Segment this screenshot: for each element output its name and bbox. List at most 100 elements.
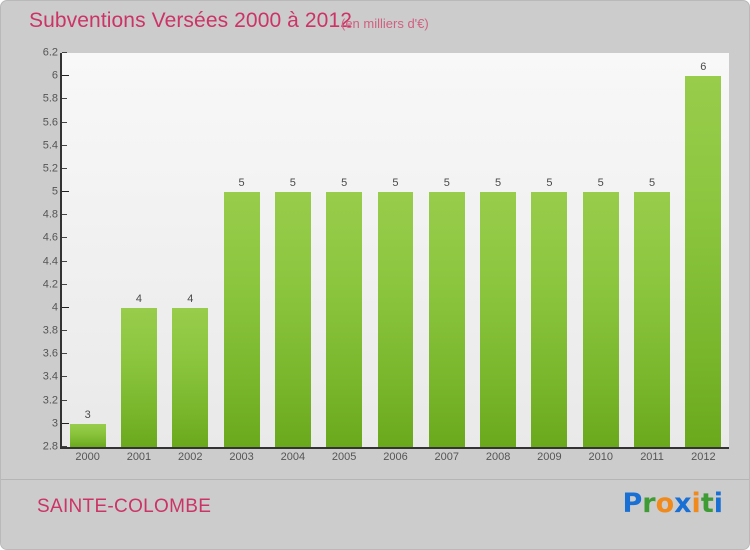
x-axis-tick-label: 2008 bbox=[485, 451, 511, 463]
bar-column: 5 2007 bbox=[421, 53, 472, 463]
bar-value-label: 6 bbox=[700, 61, 707, 74]
logo-letter: t bbox=[700, 488, 714, 519]
bar-column: 5 2011 bbox=[626, 53, 677, 463]
y-axis-tick-label: 4.2 bbox=[42, 278, 58, 291]
y-axis-tick-label: 3.2 bbox=[42, 394, 58, 407]
y-axis-tick-label: 4 bbox=[51, 301, 58, 314]
y-axis-tick-label: 3 bbox=[51, 417, 58, 430]
plot-area: 2.8 3 3.2 3.4 3.6 3.8 4 4.2 4.4 4.6 4.8 5 5.2 5.4 5.6 5… bbox=[43, 47, 729, 463]
bar-column: 5 2005 bbox=[319, 53, 370, 463]
bar-column: 5 2008 bbox=[472, 53, 523, 463]
y-axis-tick-label: 5 bbox=[51, 185, 58, 198]
y-axis-tick-label: 6 bbox=[51, 69, 58, 82]
y-axis-tick-label: 5.8 bbox=[42, 92, 58, 105]
bar[interactable]: 5 bbox=[377, 178, 414, 447]
y-axis-tick-label: 5.6 bbox=[42, 116, 58, 129]
bar[interactable]: 5 bbox=[428, 178, 465, 447]
y-axis-tick bbox=[62, 237, 67, 239]
y-axis-tick-label: 5.4 bbox=[42, 139, 58, 152]
x-axis-tick-label: 2012 bbox=[691, 451, 716, 463]
y-axis-tick bbox=[62, 399, 67, 401]
bar[interactable]: 3 bbox=[69, 409, 106, 447]
bar-value-label: 5 bbox=[597, 177, 604, 190]
logo-letter: i bbox=[691, 488, 701, 519]
bar-value-label: 5 bbox=[289, 177, 296, 190]
y-axis-tick-label: 6.2 bbox=[42, 46, 58, 59]
bar[interactable]: 5 bbox=[634, 178, 670, 447]
x-axis-tick-label: 2007 bbox=[434, 451, 460, 463]
bar-value-label: 5 bbox=[341, 177, 348, 190]
y-axis-tick-label: 3.4 bbox=[42, 370, 58, 383]
y-axis-tick bbox=[62, 306, 69, 308]
page-title: Subventions Versées 2000 à 2012 bbox=[29, 9, 353, 32]
bar[interactable]: 6 bbox=[685, 62, 722, 447]
commune-name: SAINTE-COLOMBE bbox=[37, 496, 212, 517]
x-axis-tick-label: 2004 bbox=[280, 451, 306, 463]
bar[interactable]: 5 bbox=[274, 178, 311, 447]
bar-column: 4 2001 bbox=[113, 53, 164, 463]
bar-value-label: 5 bbox=[443, 177, 450, 190]
y-axis-tick bbox=[62, 98, 67, 100]
bar[interactable]: 5 bbox=[223, 178, 260, 447]
bar[interactable]: 4 bbox=[120, 293, 157, 447]
bar-value-label: 5 bbox=[392, 177, 399, 190]
y-axis-tick-label: 3.6 bbox=[42, 347, 58, 360]
logo-letter: o bbox=[655, 488, 675, 519]
y-axis-tick bbox=[62, 376, 67, 378]
bar-column: 5 2009 bbox=[524, 53, 575, 463]
bar-chart: 2.8 3 3.2 3.4 3.6 3.8 4 4.2 4.4 4.6 4.8 5 5.2 5.4 5.6 5… bbox=[23, 47, 729, 471]
bar[interactable]: 5 bbox=[480, 178, 517, 447]
chart-header: Subventions Versées 2000 à 2012 (en mill… bbox=[1, 1, 749, 47]
y-axis-tick-label: 4.4 bbox=[42, 255, 58, 268]
chart-footer: SAINTE-COLOMBE Proxiti bbox=[1, 480, 749, 549]
y-axis-tick bbox=[62, 214, 67, 216]
bar-value-label: 3 bbox=[84, 408, 91, 421]
proxiti-logo[interactable]: Proxiti bbox=[622, 490, 723, 517]
x-axis-tick-label: 2001 bbox=[126, 451, 152, 463]
bar[interactable]: 4 bbox=[172, 293, 209, 447]
y-axis-tick bbox=[62, 167, 67, 169]
logo-letter: i bbox=[713, 488, 723, 519]
x-axis-tick-label: 2009 bbox=[537, 451, 562, 463]
bar-value-label: 5 bbox=[648, 177, 656, 190]
x-axis-tick-label: 2005 bbox=[331, 451, 357, 463]
y-axis-tick bbox=[62, 353, 67, 355]
x-axis-tick-label: 2006 bbox=[383, 451, 408, 463]
footer-divider bbox=[1, 479, 749, 480]
y-axis-tick bbox=[62, 191, 69, 193]
x-axis-tick-label: 2000 bbox=[75, 451, 100, 463]
bar-column: 5 2003 bbox=[216, 53, 267, 463]
bar-value-label: 5 bbox=[238, 177, 245, 190]
y-axis-tick-label: 4.6 bbox=[42, 231, 58, 244]
bar[interactable]: 5 bbox=[326, 178, 363, 447]
bar[interactable]: 5 bbox=[582, 178, 619, 447]
bar[interactable]: 5 bbox=[531, 178, 568, 447]
logo-letter: P bbox=[622, 488, 643, 519]
y-axis-tick bbox=[62, 75, 69, 77]
y-axis-tick bbox=[62, 144, 67, 146]
x-axis-tick-label: 2010 bbox=[588, 451, 613, 463]
y-axis-tick bbox=[62, 446, 67, 447]
y-axis-tick bbox=[62, 121, 67, 123]
bar-column: 6 2012 bbox=[678, 53, 729, 463]
bar-column: 5 2004 bbox=[267, 53, 318, 463]
bar-value-label: 4 bbox=[135, 292, 142, 305]
y-axis-tick bbox=[62, 260, 67, 262]
bar-value-label: 5 bbox=[495, 177, 502, 190]
x-axis-tick-label: 2002 bbox=[178, 451, 203, 463]
bar-column: 5 2010 bbox=[575, 53, 626, 463]
y-axis-tick bbox=[62, 283, 67, 285]
bar-column: 3 2000 bbox=[62, 53, 113, 463]
logo-letter: r bbox=[642, 488, 656, 519]
y-axis-tick-label: 4.8 bbox=[42, 208, 58, 221]
x-axis-tick-label: 2011 bbox=[640, 451, 664, 463]
chart-subtitle: (en milliers d'€) bbox=[341, 16, 429, 31]
y-axis-tick bbox=[62, 52, 67, 53]
bar-column: 5 2006 bbox=[370, 53, 421, 463]
logo-letter: x bbox=[674, 488, 692, 519]
y-axis-tick-label: 2.8 bbox=[42, 440, 58, 453]
bar-value-label: 5 bbox=[546, 177, 553, 190]
y-axis-tick bbox=[62, 330, 67, 332]
y-axis-tick-label: 5.2 bbox=[42, 162, 58, 175]
